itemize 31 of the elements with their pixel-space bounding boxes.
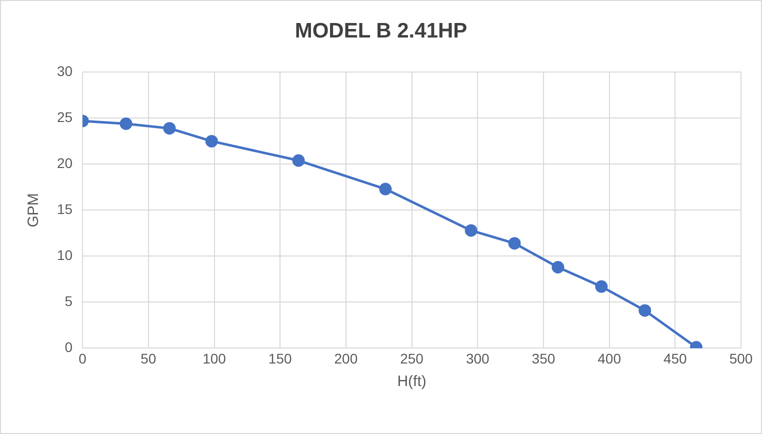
point [595, 280, 608, 293]
y-tick-label: 30 [56, 63, 73, 80]
x-tick-label: 100 [202, 350, 226, 366]
x-tick-label: 400 [598, 350, 622, 366]
point [163, 122, 176, 135]
point [120, 117, 132, 130]
point [552, 260, 564, 274]
x-tick-label: 500 [729, 350, 753, 366]
y-tick-label: 15 [56, 201, 73, 218]
y-axis-title: GPM [25, 193, 42, 228]
x-tick-label: 0 [78, 350, 87, 366]
y-tick-label: 10 [56, 247, 73, 264]
point [508, 237, 521, 250]
x-tick-label: 50 [140, 350, 156, 366]
point [292, 154, 305, 167]
x-tick-label: 450 [663, 350, 688, 366]
y-tick-label: 25 [56, 109, 73, 126]
chart-title: MODEL B 2.41HP [294, 19, 468, 42]
y-tick-label: 5 [64, 293, 73, 310]
x-axis-title: H(ft) [397, 373, 426, 390]
x-tick-label: 200 [334, 350, 358, 366]
point [379, 182, 392, 196]
point [464, 224, 478, 237]
x-tick-label: 250 [400, 350, 424, 366]
x-tick-label: 150 [268, 350, 292, 366]
point [638, 304, 652, 317]
y-tick-label: 0 [64, 339, 73, 356]
x-tick-label: 300 [466, 350, 490, 366]
x-tick-label: 350 [532, 350, 556, 366]
point [205, 134, 218, 148]
y-tick-label: 20 [56, 155, 73, 172]
